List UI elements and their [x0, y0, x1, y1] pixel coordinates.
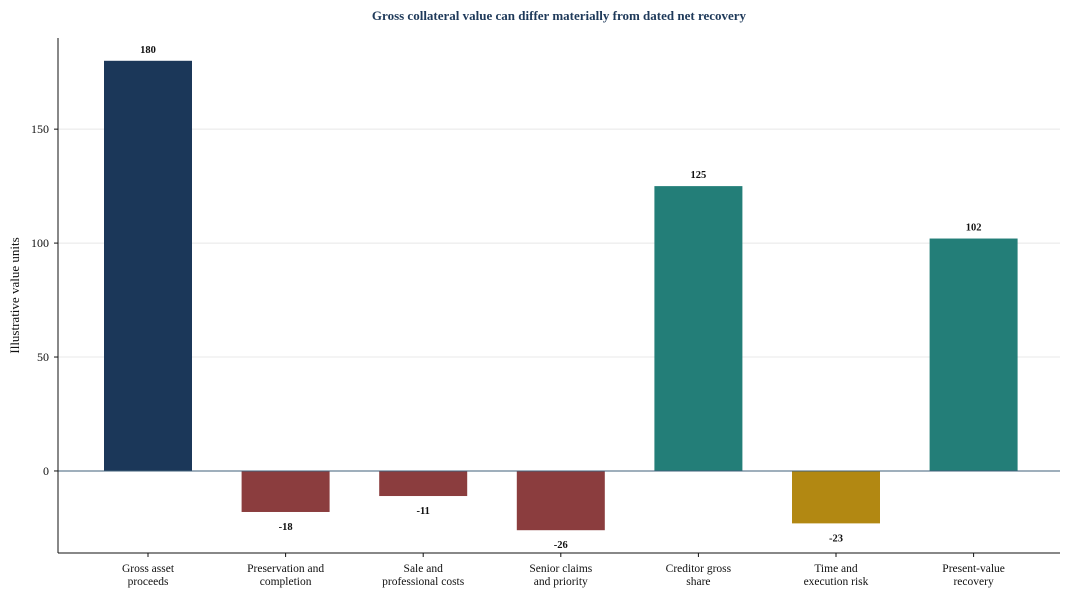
y-tick-label: 100: [31, 236, 49, 250]
x-ticks: Gross asset proceeds Preservation and compl…: [122, 553, 1005, 588]
data-labels: 180 -18 -11 -26 125 -23 102: [140, 45, 981, 551]
bar: [104, 60, 192, 471]
y-ticks: 0 50 100 150: [31, 122, 58, 478]
data-label: -23: [829, 533, 843, 544]
data-label: 180: [140, 45, 156, 56]
y-tick-label: 150: [31, 122, 49, 136]
axes: [57, 38, 1060, 554]
bar: [241, 470, 330, 512]
x-tick-label: Sale and professional costs: [382, 563, 465, 588]
bar: [929, 238, 1018, 471]
bar: [792, 470, 880, 524]
gridlines: [58, 128, 1060, 358]
y-axis-title: Illustrative value units: [7, 237, 22, 353]
y-tick-label: 50: [37, 350, 49, 364]
x-tick-label: Preservation and completion: [247, 563, 324, 588]
bars: [104, 60, 1018, 531]
bar: [654, 186, 743, 471]
data-label: 125: [691, 170, 707, 181]
data-label: -18: [279, 522, 293, 533]
bar: [379, 470, 468, 497]
x-tick-label: Time and execution risk: [804, 563, 869, 588]
x-tick-label: Creditor gross share: [666, 563, 732, 588]
chart-title: Gross collateral value can differ materi…: [372, 8, 747, 23]
bar: [516, 470, 605, 531]
x-tick-label: Senior claims and priority: [529, 563, 592, 588]
x-tick-label: Present-value recovery: [942, 563, 1005, 588]
data-label: 102: [966, 223, 982, 234]
data-label: -26: [554, 540, 568, 551]
x-tick-label: Gross asset proceeds: [122, 563, 175, 588]
y-tick-label: 0: [43, 464, 49, 478]
data-label: -11: [416, 506, 429, 517]
